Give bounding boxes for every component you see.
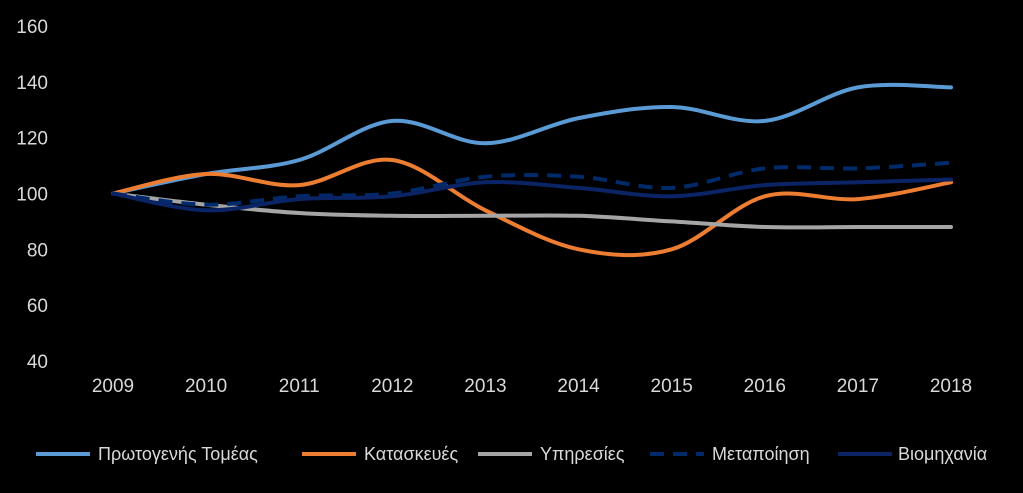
x-tick-label: 2015 <box>651 376 693 397</box>
y-axis-ticks: 40 60 80 100 120 140 160 <box>16 17 48 373</box>
series-lines <box>111 82 953 258</box>
x-tick-label: 2014 <box>557 376 600 397</box>
legend-label: Κατασκευές <box>364 444 458 464</box>
x-tick-label: 2018 <box>930 376 972 397</box>
y-tick-label: 140 <box>16 73 48 94</box>
y-tick-label: 60 <box>27 296 48 317</box>
series-line <box>111 177 953 213</box>
y-tick-label: 80 <box>27 240 48 261</box>
series-line <box>111 157 953 258</box>
legend: Πρωτογενής Τομέας Κατασκευές Υπηρεσίες Μετα… <box>36 444 987 464</box>
x-tick-label: 2012 <box>371 376 413 397</box>
x-tick-label: 2009 <box>92 376 134 397</box>
legend-label: Μεταποίηση <box>712 444 810 464</box>
y-tick-label: 160 <box>16 17 48 38</box>
series-line <box>111 191 953 230</box>
y-tick-label: 100 <box>16 185 48 206</box>
y-tick-label: 120 <box>16 129 48 150</box>
series-line <box>111 82 953 196</box>
x-tick-label: 2016 <box>744 376 786 397</box>
x-axis-ticks: 2009 2010 2011 2012 2013 2014 2015 2016 2017 2018 <box>92 376 972 397</box>
x-tick-label: 2013 <box>464 376 506 397</box>
legend-label: Υπηρεσίες <box>540 444 625 464</box>
y-tick-label: 40 <box>27 352 48 373</box>
series-line <box>112 160 952 207</box>
legend-label: Βιομηχανία <box>898 444 987 464</box>
legend-label: Πρωτογενής Τομέας <box>98 444 258 464</box>
x-tick-label: 2017 <box>837 376 879 397</box>
x-tick-label: 2011 <box>279 376 320 397</box>
x-tick-label: 2010 <box>185 376 227 397</box>
